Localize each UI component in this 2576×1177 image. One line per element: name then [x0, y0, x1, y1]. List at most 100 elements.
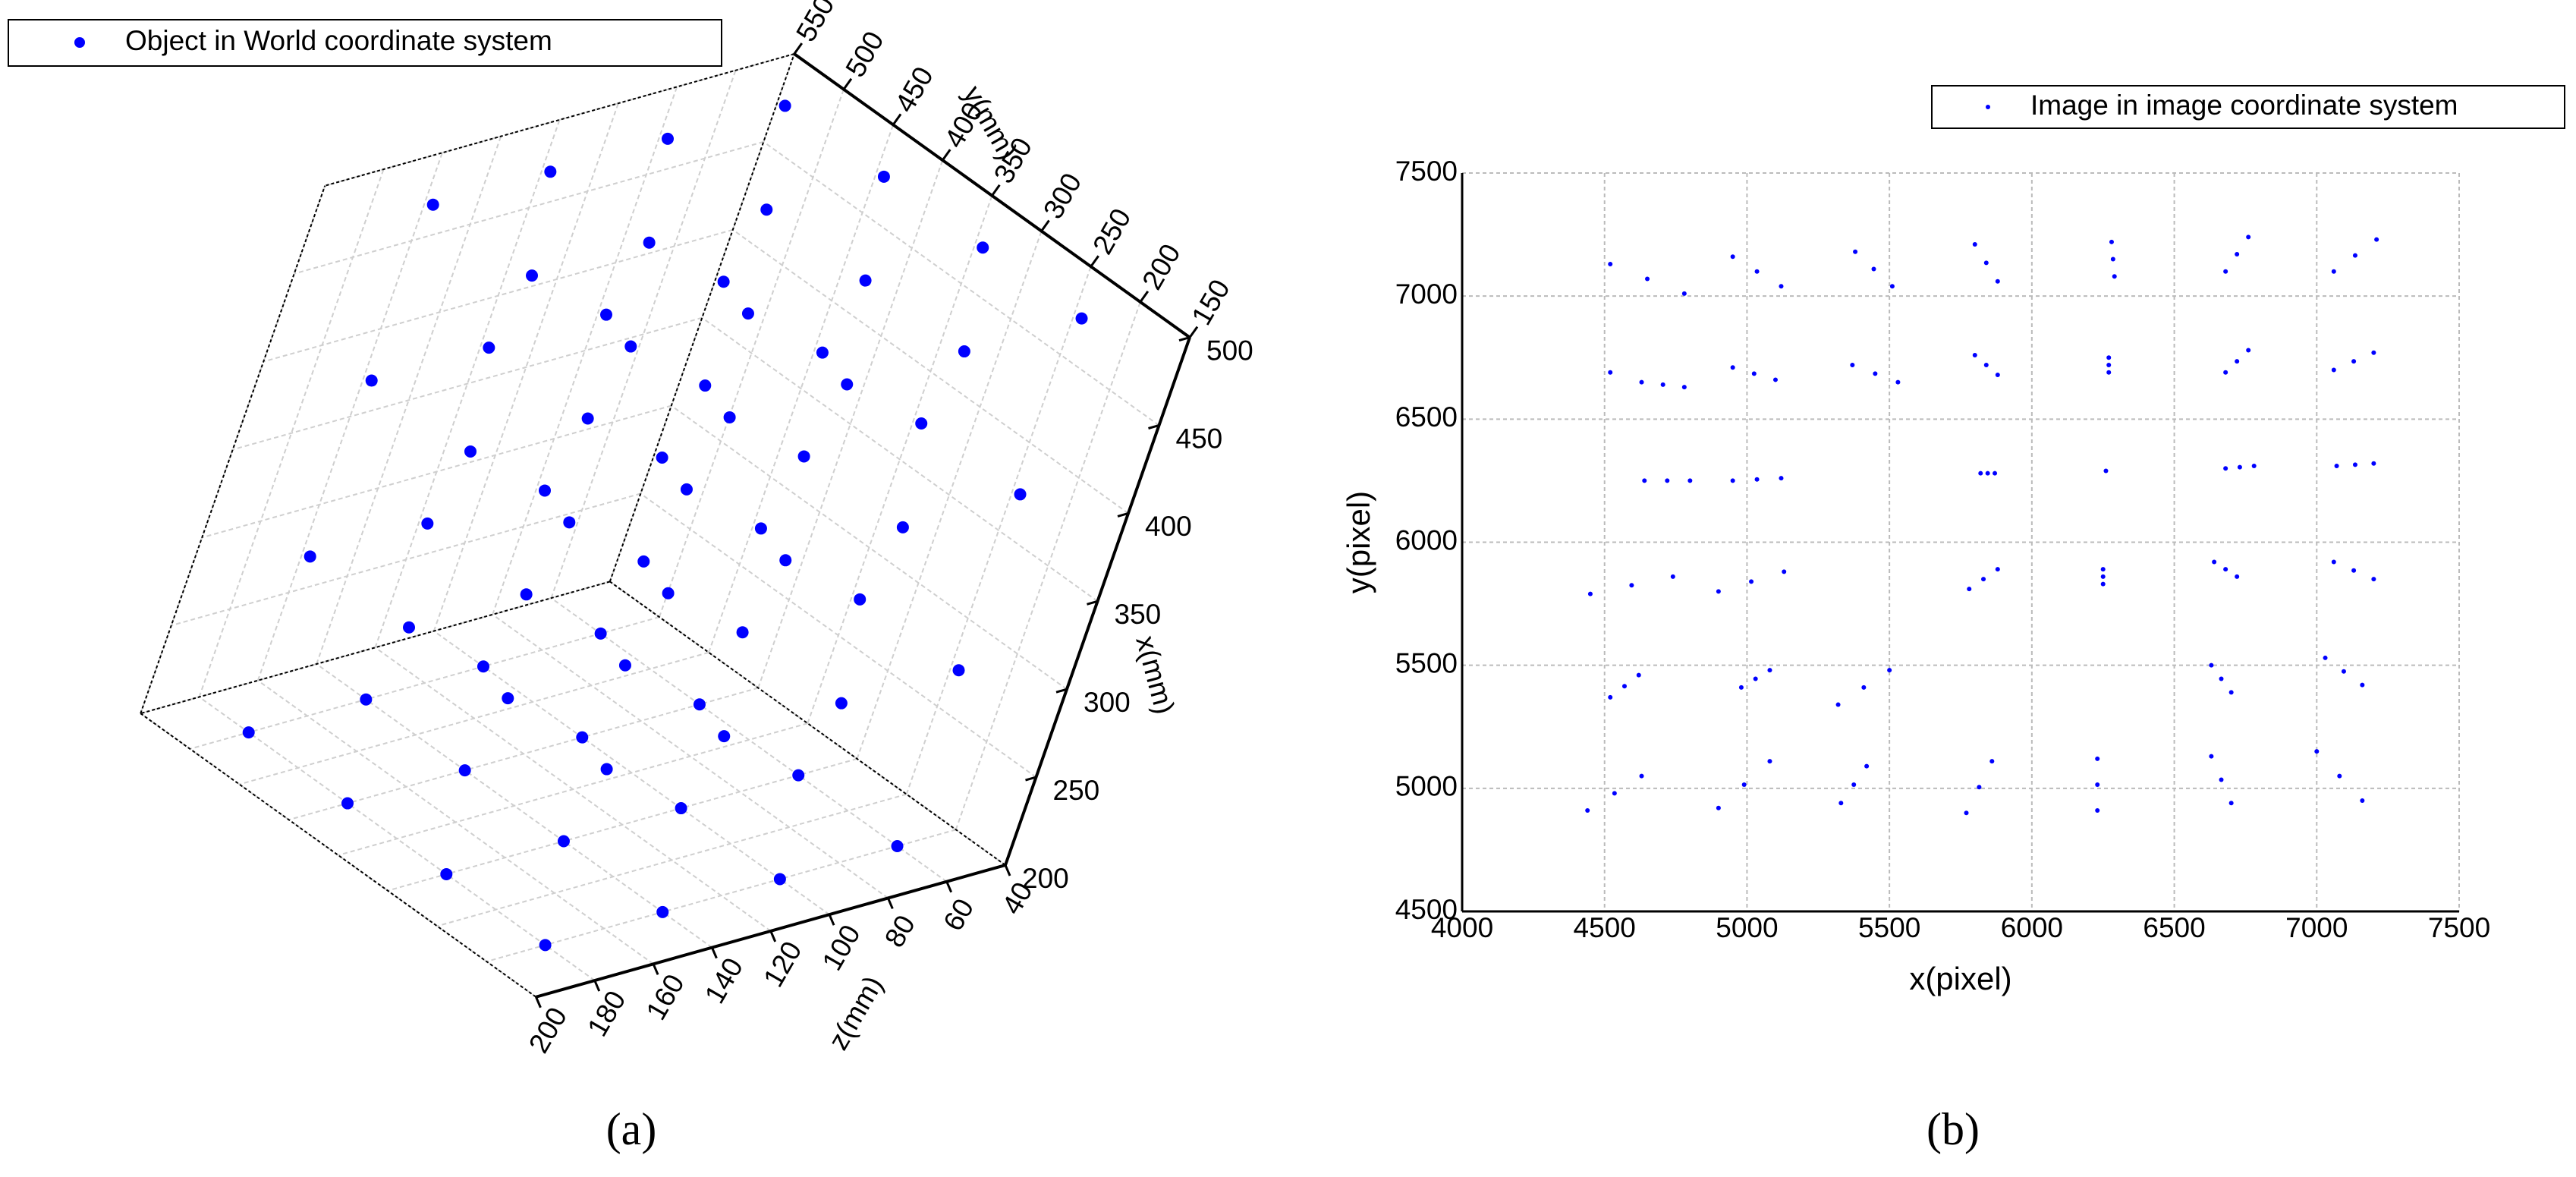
point [1889, 284, 1895, 289]
point [2109, 239, 2114, 244]
tick [828, 914, 835, 926]
point [2223, 466, 2228, 471]
point [403, 621, 416, 634]
point [1612, 791, 1617, 796]
point [2251, 463, 2257, 468]
point [1983, 260, 1989, 266]
point [1670, 574, 1675, 579]
point [1639, 379, 1644, 385]
point [637, 555, 650, 568]
point [835, 697, 848, 710]
x-tick-label: 450 [1176, 423, 1223, 454]
point [1681, 291, 1687, 296]
tick [1148, 424, 1159, 430]
point [2235, 359, 2240, 364]
x-tick-label: 6500 [2143, 912, 2205, 943]
point [2351, 568, 2357, 573]
point [741, 307, 754, 320]
x-tick-label: 400 [1145, 511, 1192, 542]
tick [652, 963, 659, 975]
point [1871, 266, 1876, 272]
tick [1139, 291, 1150, 303]
x-tick-label: 350 [1115, 599, 1162, 630]
grid-line [374, 119, 561, 648]
point [1730, 254, 1735, 260]
tick [945, 881, 953, 893]
box-edge [140, 185, 326, 714]
tick [1117, 511, 1129, 518]
point [365, 374, 378, 387]
y-tick-label: 7000 [1395, 279, 1458, 310]
point [1749, 579, 1754, 584]
point [1716, 589, 1721, 594]
point [1995, 567, 2000, 572]
grid-line [257, 679, 654, 965]
point [1995, 279, 2000, 284]
point [1851, 782, 1857, 787]
point [2228, 801, 2234, 806]
point [736, 626, 749, 639]
point [1772, 377, 1778, 382]
point [754, 522, 767, 535]
point [426, 198, 439, 211]
point [2374, 237, 2379, 242]
y-tick-label: 200 [1136, 239, 1186, 295]
point [1835, 702, 1841, 707]
point [242, 726, 255, 739]
tick [711, 947, 718, 959]
point [1665, 478, 1670, 483]
point [2095, 808, 2100, 814]
grid-line [316, 663, 712, 949]
grid-line [701, 316, 1099, 603]
point [594, 627, 607, 640]
point [539, 939, 552, 952]
point [1873, 371, 1878, 376]
point [1995, 372, 2000, 377]
point [581, 412, 594, 425]
tick [593, 980, 601, 992]
point [1779, 476, 1784, 481]
point [2212, 559, 2217, 565]
y-tick-label: 5500 [1395, 647, 1458, 678]
point [341, 797, 354, 810]
box-edge [324, 53, 795, 187]
point [1660, 382, 1665, 387]
z-tick-label: 60 [937, 893, 980, 936]
point [2331, 269, 2336, 274]
point [877, 170, 890, 183]
y-axis-label: y(pixel) [1341, 491, 1376, 593]
point [599, 308, 612, 321]
point [643, 236, 656, 249]
point [2100, 581, 2106, 587]
point [2352, 462, 2357, 467]
legend-label: Object in World coordinate system [125, 25, 552, 56]
point [2360, 798, 2365, 804]
point [693, 698, 706, 711]
point [2237, 464, 2242, 470]
tick [535, 996, 542, 1009]
x-tick-label: 200 [1022, 863, 1069, 894]
grid-line [492, 614, 889, 899]
point [544, 165, 557, 178]
box-edge [140, 713, 537, 998]
point [760, 203, 773, 216]
point [618, 659, 631, 672]
box-edge [609, 581, 1006, 866]
box-edge [140, 581, 611, 715]
point [1782, 569, 1787, 574]
legend-marker [74, 37, 85, 48]
point [2235, 252, 2240, 257]
point [421, 517, 434, 530]
tick [1087, 600, 1098, 606]
z-tick-label: 140 [699, 952, 749, 1009]
tick [892, 113, 902, 126]
point [2371, 461, 2376, 466]
legend-marker [1986, 105, 1990, 109]
grid-line [433, 630, 830, 915]
point [1767, 759, 1772, 764]
legend-box [8, 19, 722, 67]
grid-line [757, 159, 944, 688]
y-tick-label: 5000 [1395, 771, 1458, 802]
point [440, 867, 453, 880]
